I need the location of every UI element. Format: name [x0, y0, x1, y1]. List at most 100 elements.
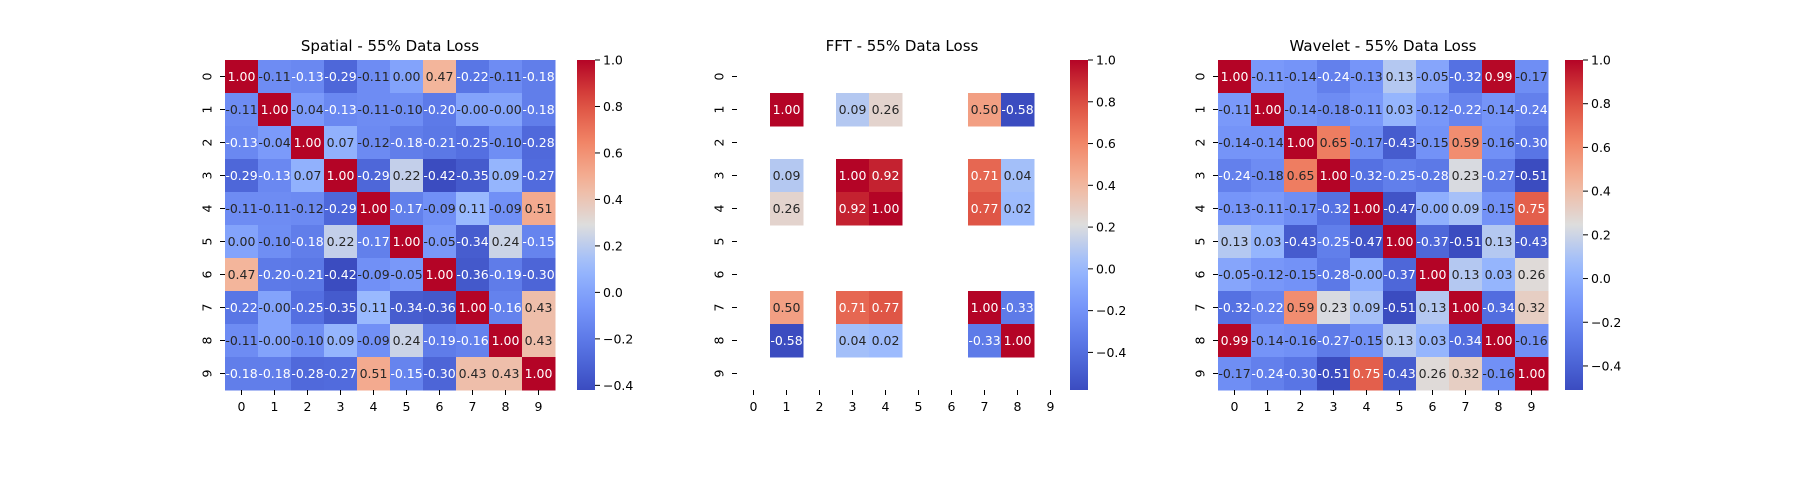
colorbar-tick-label: −0.4: [603, 378, 633, 393]
y-tick-label: 8: [1193, 336, 1208, 344]
cell-label: -0.05: [390, 267, 422, 282]
cell-label: -0.16: [1482, 366, 1514, 381]
y-tick-label: 5: [1193, 238, 1208, 246]
heatmap-cell: [1218, 192, 1252, 226]
y-tick-label: 6: [1193, 270, 1208, 278]
heatmap-cell: [291, 324, 325, 358]
heatmap-cell: [324, 60, 358, 94]
y-tick-label: 6: [200, 270, 215, 278]
heatmap-cell: [1416, 324, 1450, 358]
heatmap-cell: [1416, 225, 1450, 259]
x-tick-label: 1: [1264, 399, 1272, 414]
heatmap-cell: [258, 93, 292, 127]
heatmap-cell: [1449, 126, 1483, 160]
heatmap-cell: [456, 93, 490, 127]
heatmap-cell: [489, 126, 523, 160]
heatmap-cell: [522, 258, 556, 292]
x-tick-label: 8: [502, 399, 510, 414]
colorbar-tick-label: −0.2: [1591, 315, 1621, 330]
heatmap-cell: [456, 159, 490, 193]
cell-label: -0.32: [1449, 69, 1481, 84]
heatmap-cell: [1284, 291, 1318, 325]
cell-label: -0.15: [1350, 333, 1382, 348]
cell-label: -0.11: [1350, 102, 1382, 117]
x-tick-label: 3: [849, 399, 857, 414]
heatmap-cell: [1515, 159, 1549, 193]
heatmap-cell: [869, 291, 903, 325]
heatmap-cell: [1218, 93, 1252, 127]
cell-label: -0.25: [1317, 234, 1349, 249]
cell-label: -0.11: [357, 102, 389, 117]
cell-label: -0.14: [1251, 135, 1283, 150]
cell-label: -0.29: [225, 168, 257, 183]
chart-title: Wavelet - 55% Data Loss: [1290, 37, 1477, 55]
heatmap-cell: [1449, 225, 1483, 259]
heatmap-cell: [1317, 192, 1351, 226]
cell-label: 0.50: [971, 102, 999, 117]
heatmap-cell: [456, 324, 490, 358]
cell-label: -0.13: [1350, 69, 1382, 84]
cell-label: 0.23: [1320, 300, 1348, 315]
heatmap-cell: [390, 258, 424, 292]
heatmap-cell: [1515, 192, 1549, 226]
y-tick-label: 6: [712, 270, 727, 278]
heatmap-cell: [1482, 324, 1516, 358]
heatmap-cell: [1284, 225, 1318, 259]
chart-title: Spatial - 55% Data Loss: [301, 37, 479, 55]
heatmap-cell: [522, 159, 556, 193]
heatmap-cell: [225, 159, 259, 193]
cell-label: 0.03: [1386, 102, 1414, 117]
heatmap-cell: [291, 357, 325, 391]
heatmap-cell: [1284, 258, 1318, 292]
heatmap-cell: [456, 258, 490, 292]
y-tick-label: 0: [712, 72, 727, 80]
cell-label: -0.13: [258, 168, 290, 183]
cell-label: -0.09: [423, 201, 455, 216]
heatmap-cell: [1383, 225, 1417, 259]
cell-label: -0.00: [258, 333, 290, 348]
colorbar-tick-label: −0.4: [1096, 345, 1126, 360]
cell-label: 0.09: [327, 333, 355, 348]
cell-label: -0.22: [1449, 102, 1481, 117]
heatmap-cell: [1515, 60, 1549, 94]
cell-label: -0.37: [1416, 234, 1448, 249]
heatmap-cell: [258, 324, 292, 358]
cell-label: 0.13: [1452, 267, 1480, 282]
cell-label: -0.00: [456, 102, 488, 117]
x-tick-label: 6: [948, 399, 956, 414]
heatmap-cell: [324, 126, 358, 160]
cell-label: 0.50: [773, 300, 801, 315]
cell-label: -0.14: [1251, 333, 1283, 348]
cell-label: -0.22: [1251, 300, 1283, 315]
x-tick-label: 2: [1297, 399, 1305, 414]
cell-label: -0.27: [324, 366, 356, 381]
x-tick-label: 7: [1462, 399, 1470, 414]
heatmap-cell: [225, 60, 259, 94]
heatmap-cell: [869, 324, 903, 358]
cell-label: -0.14: [1218, 135, 1250, 150]
heatmap-cell: [489, 93, 523, 127]
x-tick-label: 9: [1047, 399, 1055, 414]
heatmap-cell: [489, 225, 523, 259]
heatmap-cell: [489, 60, 523, 94]
heatmap-cell: [225, 357, 259, 391]
colorbar: [1070, 60, 1088, 390]
heatmap-cell: [357, 159, 391, 193]
cell-label: -0.24: [1515, 102, 1547, 117]
cell-label: 0.65: [1320, 135, 1348, 150]
cell-label: 0.09: [492, 168, 520, 183]
heatmap-cell: [1350, 357, 1384, 391]
cell-label: -0.58: [770, 333, 802, 348]
y-tick-label: 8: [200, 336, 215, 344]
heatmap-cell: [456, 60, 490, 94]
heatmap-cell: [1449, 291, 1483, 325]
cell-label: 0.13: [1386, 333, 1414, 348]
cell-label: 0.07: [327, 135, 355, 150]
x-tick-label: 9: [1528, 399, 1536, 414]
x-tick-label: 7: [981, 399, 989, 414]
cell-label: 1.00: [228, 69, 256, 84]
cell-label: 0.03: [1419, 333, 1447, 348]
colorbar-tick-label: 0.0: [1591, 271, 1611, 286]
x-tick-label: 3: [337, 399, 345, 414]
